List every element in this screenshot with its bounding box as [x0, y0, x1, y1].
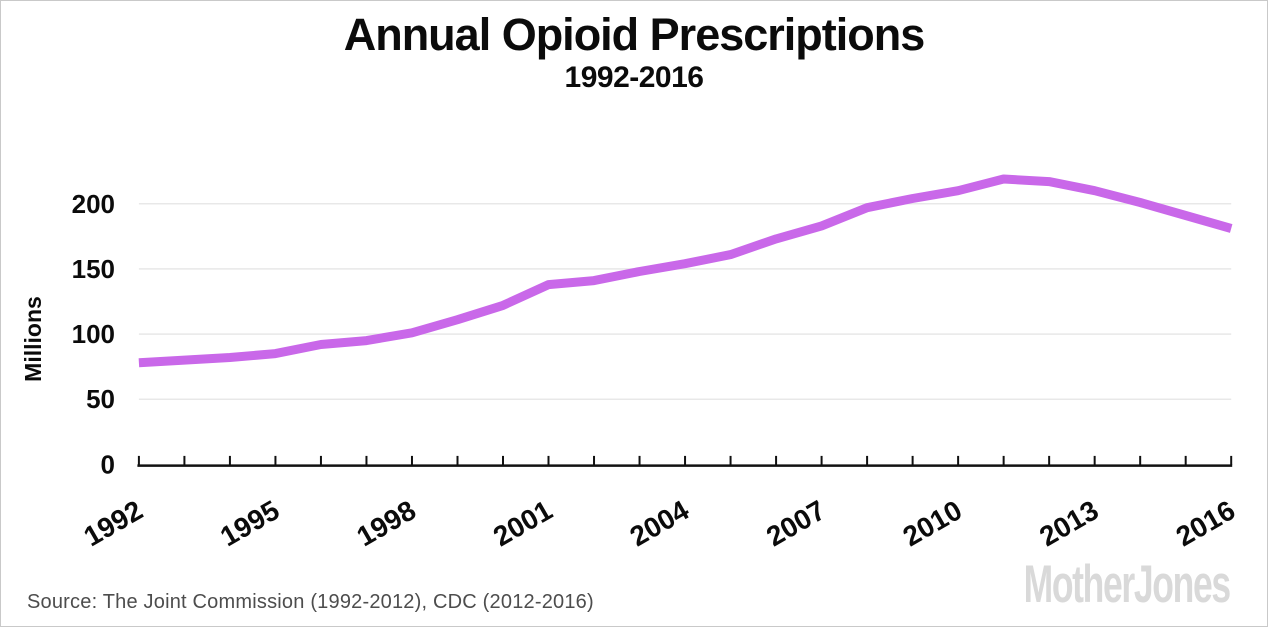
x-tick-label: 2007 — [761, 494, 830, 552]
chart-header: Annual Opioid Prescriptions 1992-2016 — [1, 12, 1267, 95]
x-tick-label: 2010 — [898, 494, 967, 552]
x-tick-label: 2013 — [1034, 494, 1103, 552]
y-tick-label: 100 — [72, 319, 115, 349]
x-tick-labels: 1992 1995 1998 2001 2004 2007 2010 2013 2016 — [78, 494, 1240, 552]
x-tick-label: 1995 — [215, 494, 284, 552]
y-tick-labels: 0 50 100 150 200 — [72, 189, 115, 480]
chart-title: Annual Opioid Prescriptions — [343, 9, 926, 60]
y-tick-label: 200 — [72, 189, 115, 219]
mother-jones-logo: MotherJones — [1023, 555, 1232, 614]
x-tick-label: 1992 — [78, 494, 147, 552]
y-tick-label: 50 — [86, 384, 115, 414]
x-tick-label: 1998 — [352, 494, 421, 552]
y-axis-title: Millions — [20, 296, 46, 382]
x-axis — [137, 455, 1233, 467]
prescriptions-data-line — [138, 174, 1233, 368]
source-note: Source: The Joint Commission (1992-2012)… — [27, 591, 594, 613]
gridlines — [138, 203, 1232, 400]
x-tick-label: 2004 — [625, 494, 695, 552]
chart-subtitle: 1992-2016 — [564, 61, 704, 94]
x-tick-label: 2001 — [488, 494, 557, 552]
y-tick-label: 150 — [72, 254, 115, 284]
y-tick-label: 0 — [101, 449, 115, 479]
x-tick-label: 2016 — [1171, 494, 1240, 552]
